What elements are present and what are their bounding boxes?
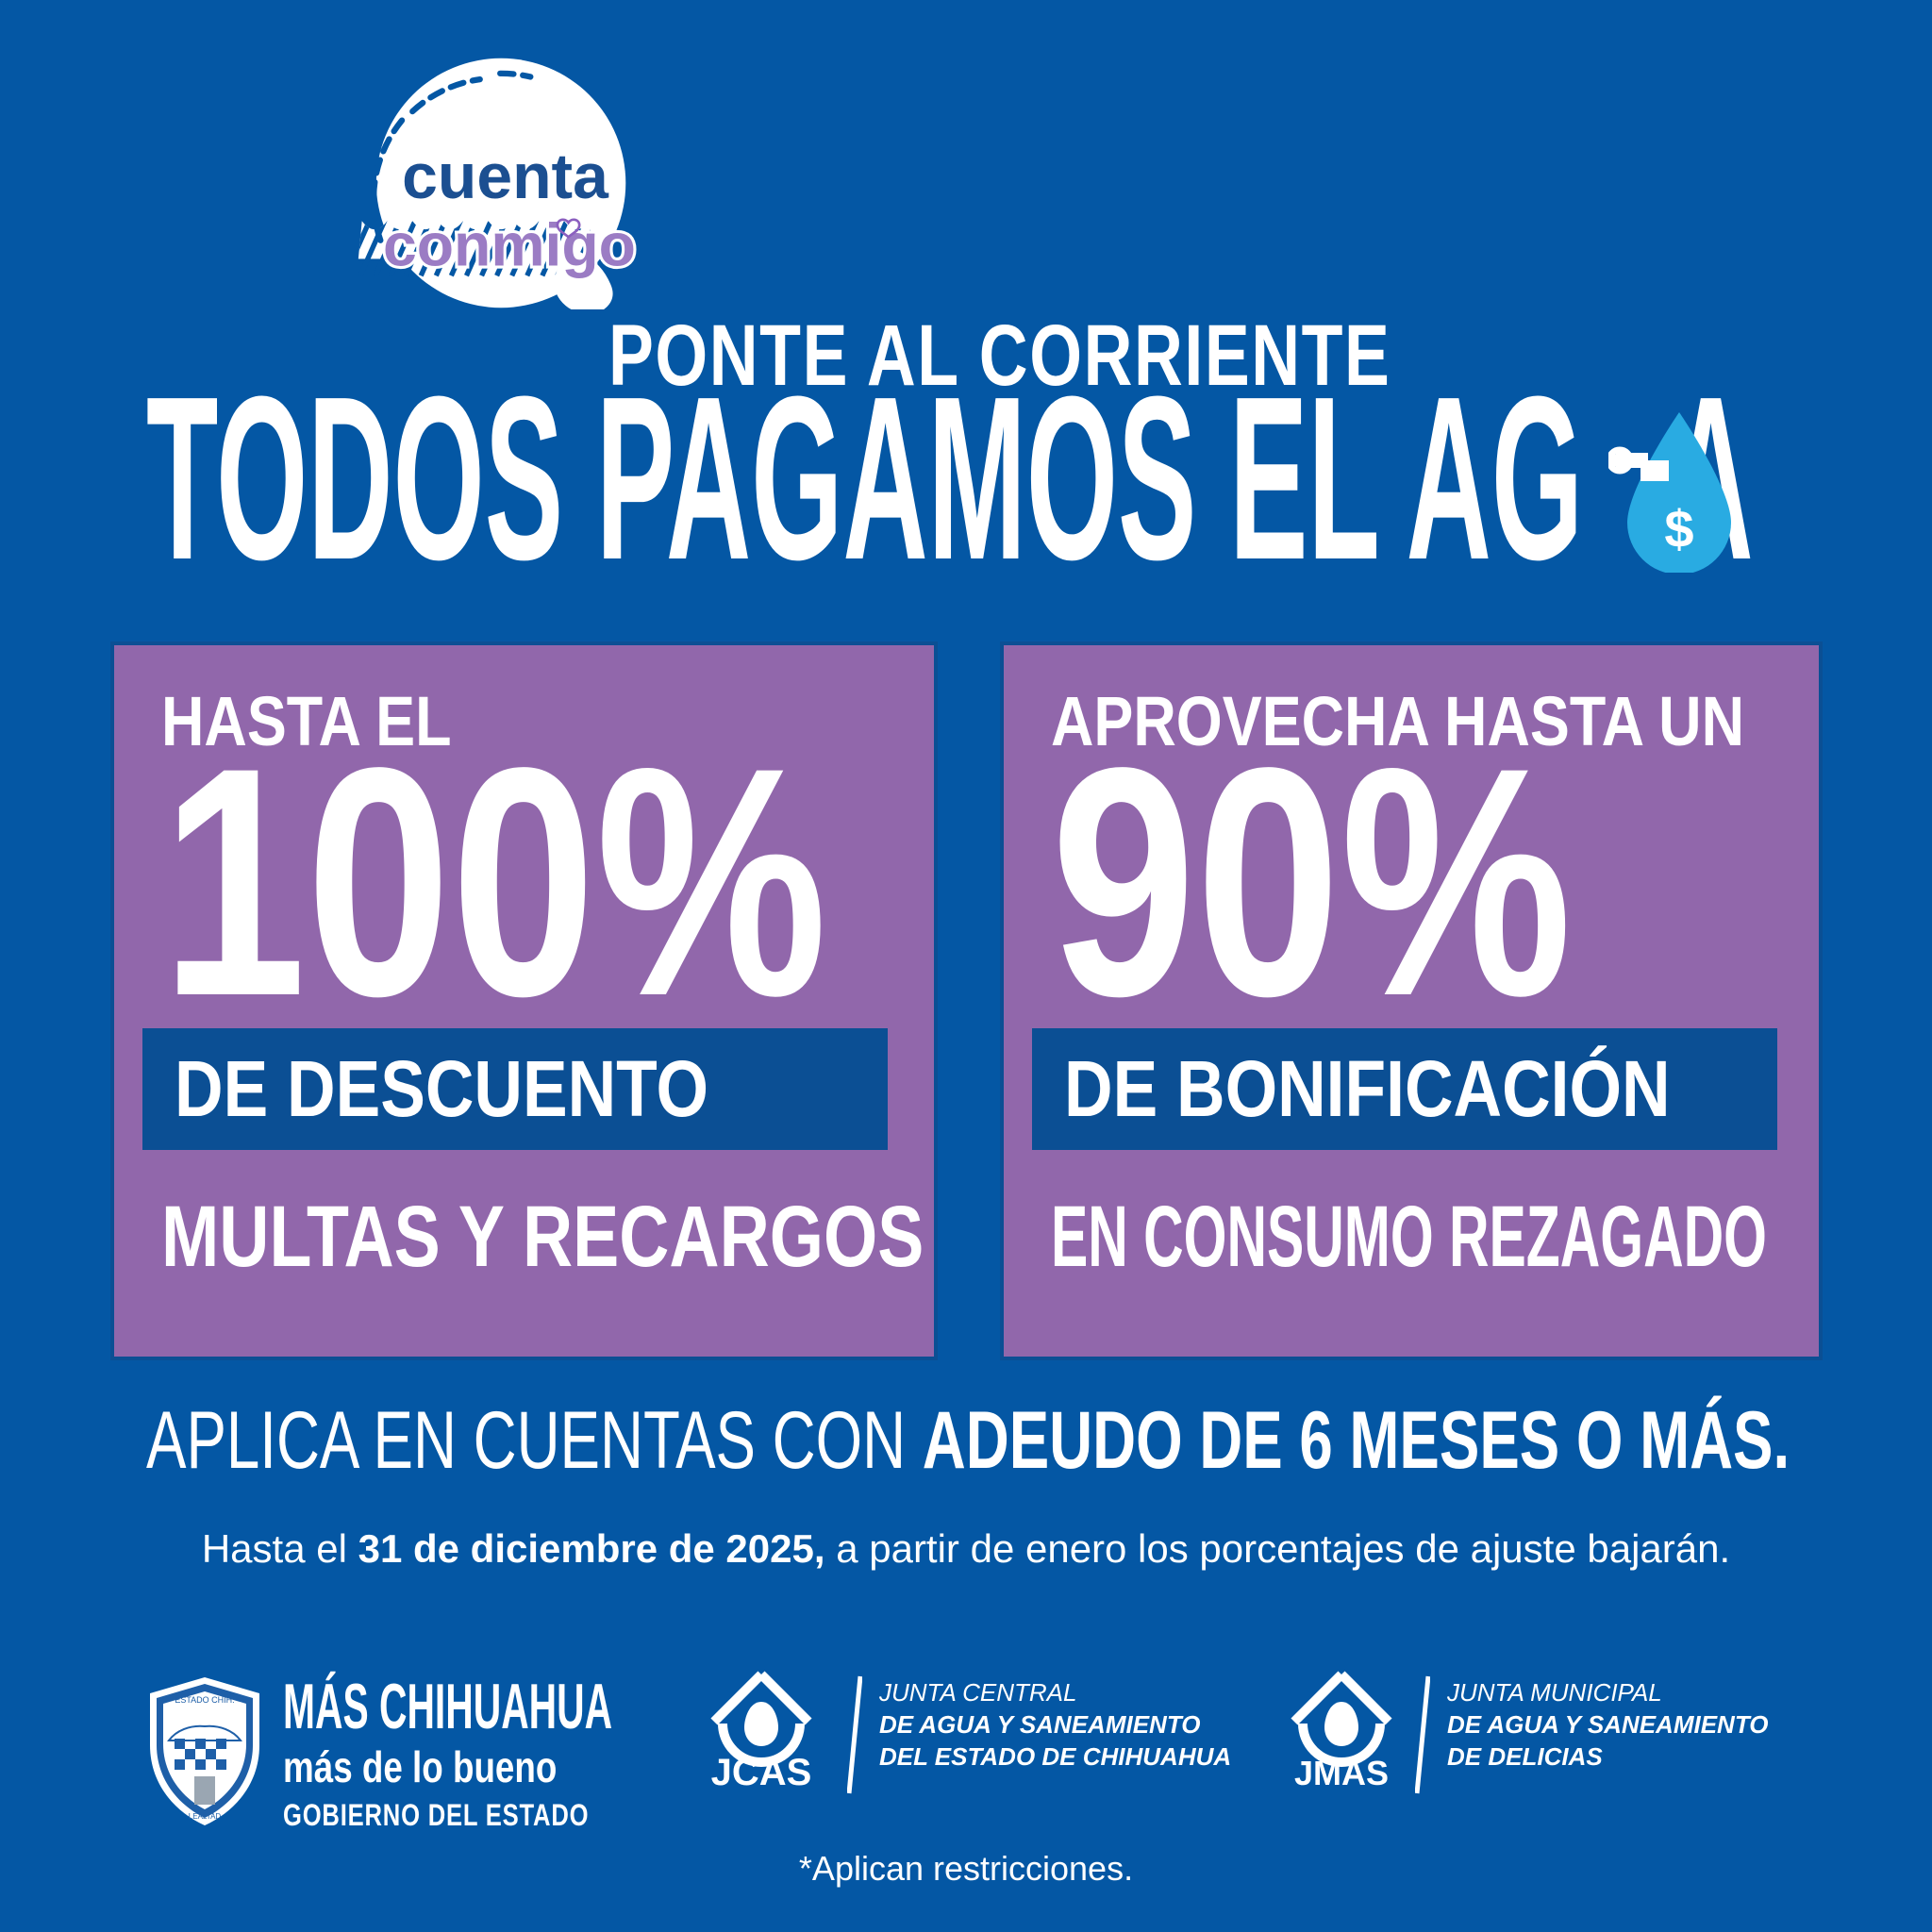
svg-text:JCAS: JCAS	[711, 1752, 812, 1793]
svg-text:LEALTAD: LEALTAD	[189, 1812, 222, 1821]
svg-text:$: $	[1664, 499, 1693, 558]
svg-text:ESTADO CHIH.: ESTADO CHIH.	[175, 1695, 234, 1705]
svg-text:conmigo: conmigo	[383, 211, 636, 279]
svg-text:cuenta: cuenta	[402, 142, 609, 212]
svg-text:JMAS: JMAS	[1294, 1754, 1389, 1792]
